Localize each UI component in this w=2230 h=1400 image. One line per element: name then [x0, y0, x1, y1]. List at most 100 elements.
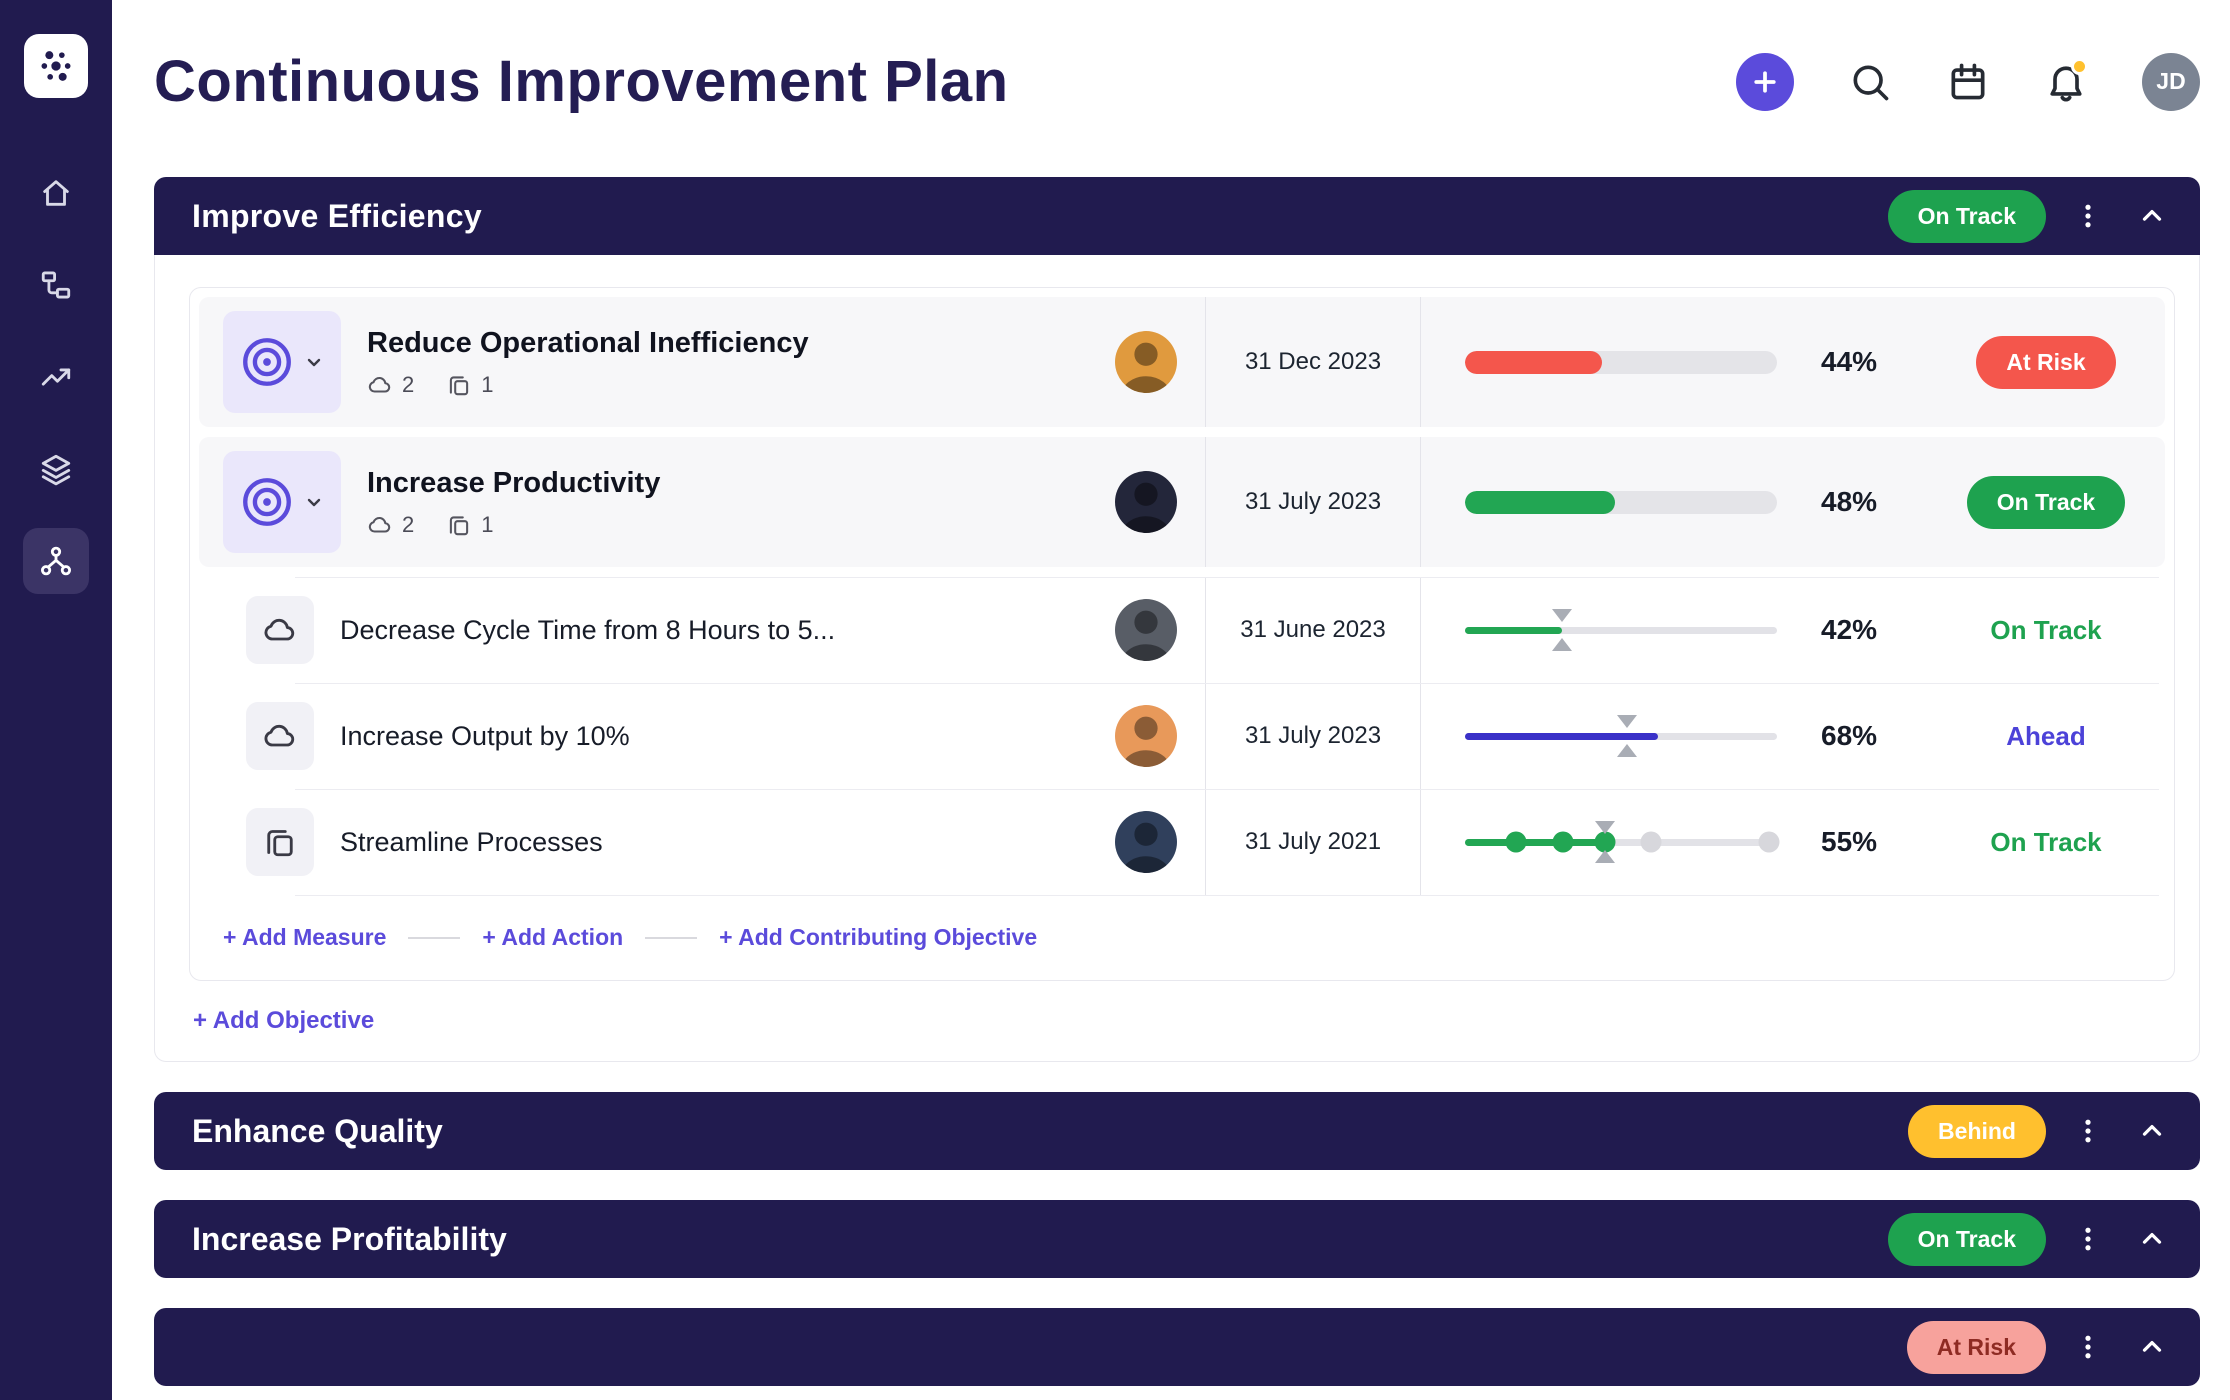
milestone-dot [1552, 831, 1574, 853]
measure-count: 2 [367, 512, 414, 538]
row-main: Reduce Operational Inefficiency 2 1 [367, 327, 1087, 398]
progress-fill [1465, 490, 1615, 514]
chevron-down-icon [307, 358, 321, 367]
search-button[interactable] [1848, 60, 1892, 104]
measure-row[interactable]: Increase Output by 10% 31 July 2023 [199, 683, 2165, 789]
sidebar-item-layers[interactable] [23, 436, 89, 502]
status-cell: On Track [1927, 827, 2165, 858]
kebab-icon [2085, 1335, 2091, 1359]
create-button[interactable] [1736, 52, 1794, 111]
measure-count-value: 2 [402, 511, 415, 537]
app-logo[interactable] [24, 34, 88, 98]
status-cell: On Track [1927, 475, 2165, 529]
objective-target-icon [243, 478, 291, 526]
add-contributing-objective-link[interactable]: + Add Contributing Objective [719, 924, 1038, 950]
kebab-menu-button[interactable] [2066, 194, 2110, 238]
progress-cell [1421, 626, 1821, 634]
progress-cell [1421, 490, 1821, 514]
section-improve-efficiency: Improve Efficiency On Track [154, 177, 2200, 1062]
collapse-button[interactable] [2130, 194, 2174, 238]
sidebar-item-plans[interactable] [23, 252, 89, 318]
layers-icon [41, 454, 71, 486]
link-divider [645, 936, 698, 939]
objective-expand-toggle[interactable] [223, 451, 341, 553]
child-counts: 2 1 [367, 512, 1067, 538]
topbar: Continuous Improvement Plan [154, 48, 2200, 115]
objective-target-icon [243, 338, 291, 386]
kebab-icon [2085, 204, 2091, 228]
objective-row[interactable]: Reduce Operational Inefficiency 2 1 [199, 297, 2165, 427]
due-date: 31 July 2021 [1205, 789, 1421, 895]
collapse-button[interactable] [2130, 1109, 2174, 1153]
section-enhance-quality[interactable]: Enhance Quality Behind [154, 1092, 2200, 1170]
section-title: Improve Efficiency [192, 197, 482, 234]
progress-percent: 55% [1821, 826, 1878, 857]
section-partial[interactable]: At Risk [154, 1308, 2200, 1386]
owner-avatar[interactable] [1115, 331, 1177, 393]
row-main: Increase Productivity 2 1 [367, 467, 1087, 538]
cloud-icon [368, 376, 391, 393]
progress-line [1465, 626, 1777, 634]
measure-count-value: 2 [402, 371, 415, 397]
owner-cell [1087, 811, 1205, 873]
action-count-value: 1 [481, 371, 494, 397]
kebab-menu-button[interactable] [2066, 1325, 2110, 1369]
status-cell: On Track [1927, 615, 2165, 646]
notifications-button[interactable] [2044, 57, 2088, 104]
section-header[interactable]: Improve Efficiency On Track [154, 177, 2200, 255]
row-main: Increase Output by 10% [340, 721, 1087, 752]
objective-expand-toggle[interactable] [223, 311, 341, 413]
section-header-actions: Behind [1908, 1104, 2174, 1158]
kebab-menu-button[interactable] [2066, 1109, 2110, 1153]
progress-bar [1465, 350, 1777, 374]
add-action-link[interactable]: + Add Action [482, 924, 624, 950]
progress-fill [1465, 626, 1562, 634]
plus-icon [1754, 70, 1776, 93]
sidebar-item-home[interactable] [23, 160, 89, 226]
progress-cell [1421, 831, 1821, 853]
copy-icon [450, 515, 469, 535]
owner-cell [1087, 471, 1205, 533]
kebab-menu-button[interactable] [2066, 1217, 2110, 1261]
cloud-icon [368, 516, 391, 533]
collapse-button[interactable] [2130, 1325, 2174, 1369]
measure-row[interactable]: Decrease Cycle Time from 8 Hours to 5...… [199, 577, 2165, 683]
measure-title: Increase Output by 10% [340, 720, 630, 751]
progress-percent: 42% [1821, 614, 1878, 645]
sidebar-item-network[interactable] [23, 528, 89, 594]
action-row[interactable]: Streamline Processes 31 July 2021 [199, 789, 2165, 895]
chevron-up-icon [2142, 1233, 2162, 1244]
status-badge: At Risk [1976, 335, 2116, 389]
add-objective-link[interactable]: + Add Objective [193, 1007, 375, 1034]
cloud-icon [264, 618, 295, 641]
kebab-icon [2085, 1119, 2091, 1143]
objective-row[interactable]: Increase Productivity 2 1 [199, 437, 2165, 567]
due-date: 31 July 2023 [1205, 683, 1421, 789]
chevron-up-icon [2142, 1125, 2162, 1136]
kebab-icon [2085, 1227, 2091, 1251]
row-main: Decrease Cycle Time from 8 Hours to 5... [340, 615, 1087, 646]
due-date: 31 June 2023 [1205, 577, 1421, 683]
section-increase-profitability[interactable]: Increase Profitability On Track [154, 1200, 2200, 1278]
owner-avatar[interactable] [1115, 599, 1177, 661]
milestone-dot [1640, 831, 1662, 853]
sidebar-nav [23, 160, 89, 594]
section-header-actions: On Track [1887, 1212, 2174, 1266]
section-header-actions: At Risk [1906, 1320, 2174, 1374]
calendar-icon [1951, 63, 1985, 99]
collapse-button[interactable] [2130, 1217, 2174, 1261]
progress-percent: 48% [1821, 486, 1878, 517]
chevron-up-icon [2142, 210, 2162, 221]
owner-avatar[interactable] [1115, 811, 1177, 873]
status-text: On Track [1990, 614, 2102, 645]
sidebar-item-trends[interactable] [23, 344, 89, 410]
measure-tile [246, 702, 314, 770]
add-measure-link[interactable]: + Add Measure [223, 924, 387, 950]
section-header-actions: On Track [1887, 189, 2174, 243]
calendar-button[interactable] [1946, 60, 1990, 104]
owner-avatar[interactable] [1115, 471, 1177, 533]
status-cell: Ahead [1927, 721, 2165, 752]
network-icon [40, 546, 72, 576]
owner-avatar[interactable] [1115, 705, 1177, 767]
user-avatar[interactable]: JD [2142, 52, 2200, 111]
